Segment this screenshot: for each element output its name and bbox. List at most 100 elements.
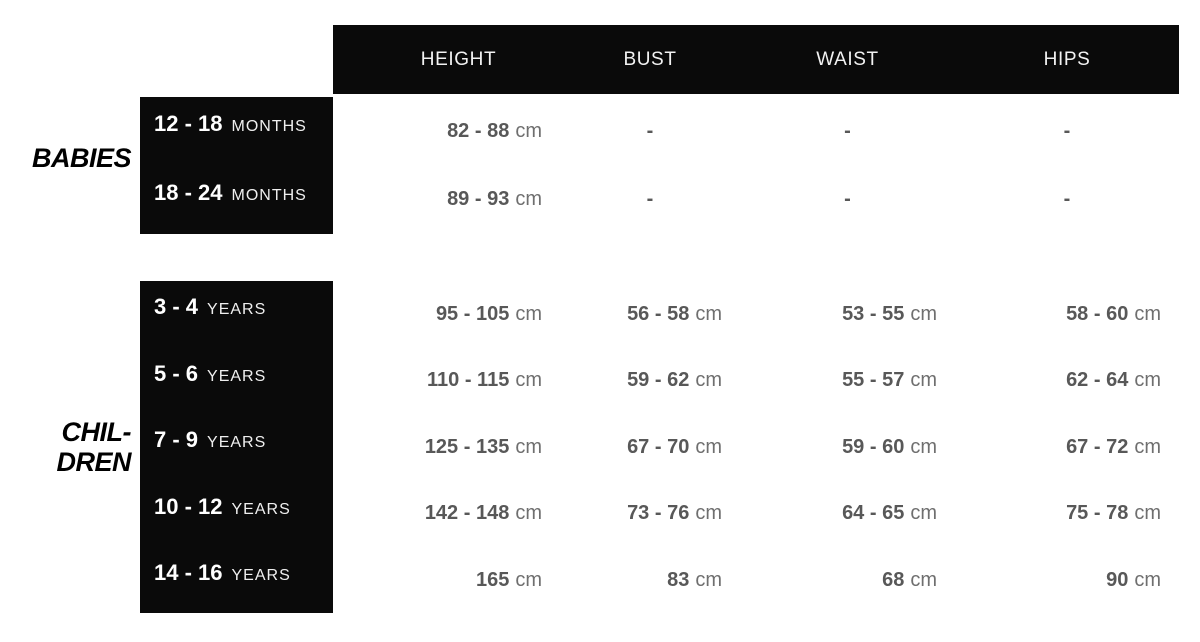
value-number: 59 - 62 — [627, 369, 690, 391]
value-number: 165 — [475, 568, 510, 591]
value-number: 64 - 65 — [842, 502, 905, 524]
size-range: 12 - 18 — [154, 111, 223, 136]
value-number: 55 - 57 — [842, 369, 905, 391]
value-number: 67 - 70 — [627, 435, 690, 458]
value-number: - — [1063, 119, 1071, 142]
value-number: 56 - 58 — [627, 302, 690, 325]
size-range: 7 - 9 — [154, 427, 199, 452]
value-number: 67 - 72 — [1066, 435, 1129, 458]
value-children2-hips: 62 - 64 cm — [955, 347, 1179, 414]
size-cell-7-9-years: 7 - 9 YEARS — [140, 414, 333, 480]
value-number: - — [844, 119, 851, 142]
value-number: 90 — [1106, 568, 1129, 591]
size-label: 12 - 18 MONTHS — [154, 111, 307, 137]
value-children5-bust: 83 cm — [560, 547, 740, 613]
value-babies2-hips: - — [955, 165, 1179, 234]
value-children3-bust: 67 - 70 cm — [560, 414, 740, 480]
size-cell-10-12-years: 10 - 12 YEARS — [140, 480, 333, 547]
value-babies1-bust: - — [560, 97, 740, 165]
value-unit: cm — [515, 369, 542, 391]
group-label-babies: BABIES — [0, 97, 140, 234]
value-unit: cm — [515, 502, 542, 524]
size-range: 14 - 16 — [154, 560, 223, 585]
size-cell-12-18-months: 12 - 18 MONTHS — [140, 97, 333, 165]
value-children1-hips: 58 - 60 cm — [955, 281, 1179, 347]
value-number: - — [1063, 188, 1071, 210]
size-unit: MONTHS — [231, 118, 307, 135]
value-unit: cm — [910, 502, 937, 524]
value-number: 73 - 76 — [627, 502, 690, 524]
size-range: 3 - 4 — [154, 294, 199, 319]
value-number: 89 - 93 — [447, 188, 510, 210]
value-number: 125 - 135 — [424, 435, 510, 458]
value-children4-bust: 73 - 76 cm — [560, 480, 740, 547]
value-number: 59 - 60 — [842, 435, 905, 458]
value-babies1-hips: - — [955, 97, 1179, 165]
value-unit: cm — [1134, 302, 1161, 325]
size-label: 10 - 12 YEARS — [154, 494, 291, 520]
size-unit: YEARS — [207, 301, 267, 318]
value-children4-height: 142 - 148 cm — [333, 480, 560, 547]
column-header-bust: BUST — [560, 25, 740, 94]
column-header-hips-label: HIPS — [1043, 48, 1091, 70]
value-babies2-bust: - — [560, 165, 740, 234]
value-children3-waist: 59 - 60 cm — [740, 414, 955, 480]
value-unit: cm — [515, 435, 542, 458]
column-header-waist-label: WAIST — [816, 48, 879, 70]
value-number: 58 - 60 — [1066, 302, 1129, 325]
value-unit: cm — [515, 302, 542, 325]
value-number: 83 — [667, 568, 690, 591]
value-unit: cm — [910, 369, 937, 391]
value-children1-bust: 56 - 58 cm — [560, 281, 740, 347]
value-children5-waist: 68 cm — [740, 547, 955, 613]
value-number: - — [646, 119, 654, 142]
value-unit: cm — [515, 568, 542, 591]
value-number: 75 - 78 — [1066, 502, 1129, 524]
value-unit: cm — [910, 302, 937, 325]
value-unit: cm — [695, 435, 722, 458]
group-label-children-line1: CHIL- — [61, 417, 132, 447]
size-cell-18-24-months: 18 - 24 MONTHS — [140, 165, 333, 234]
value-children2-height: 110 - 115 cm — [333, 347, 560, 414]
value-number: 62 - 64 — [1066, 369, 1129, 391]
value-children3-height: 125 - 135 cm — [333, 414, 560, 480]
size-unit: MONTHS — [231, 186, 307, 204]
value-children5-hips: 90 cm — [955, 547, 1179, 613]
value-number: 68 — [882, 568, 905, 591]
column-header-hips: HIPS — [955, 25, 1179, 94]
value-unit: cm — [1134, 568, 1161, 591]
group-label-children-line2: DREN — [56, 447, 131, 477]
value-unit: cm — [515, 188, 542, 210]
value-children2-bust: 59 - 62 cm — [560, 347, 740, 414]
value-number: 53 - 55 — [842, 302, 905, 325]
value-unit: cm — [910, 435, 937, 458]
column-header-height: HEIGHT — [333, 25, 560, 94]
size-label: 7 - 9 YEARS — [154, 427, 266, 453]
value-unit: cm — [1134, 435, 1161, 458]
value-babies1-height: 82 - 88 cm — [333, 97, 560, 165]
column-header-height-label: HEIGHT — [420, 48, 497, 70]
value-children1-waist: 53 - 55 cm — [740, 281, 955, 347]
value-children2-waist: 55 - 57 cm — [740, 347, 955, 414]
size-label: 5 - 6 YEARS — [154, 361, 266, 387]
size-label: 18 - 24 MONTHS — [154, 180, 307, 206]
value-number: 82 - 88 — [447, 119, 510, 142]
value-children5-height: 165 cm — [333, 547, 560, 613]
size-label: 3 - 4 YEARS — [154, 294, 266, 320]
value-children1-height: 95 - 105 cm — [333, 281, 560, 347]
size-range: 18 - 24 — [154, 179, 223, 205]
size-unit: YEARS — [207, 434, 267, 451]
value-unit: cm — [515, 119, 542, 142]
column-header-bust-label: BUST — [623, 48, 677, 70]
size-unit: YEARS — [207, 367, 267, 385]
size-range: 5 - 6 — [154, 360, 199, 386]
group-label-babies-line: BABIES — [31, 142, 132, 173]
value-unit: cm — [695, 302, 722, 325]
size-label: 14 - 16 YEARS — [154, 560, 291, 586]
value-babies1-waist: - — [740, 97, 955, 165]
value-unit: cm — [1134, 369, 1161, 391]
value-number: 95 - 105 — [435, 302, 510, 325]
value-unit: cm — [695, 369, 722, 391]
group-label-children: CHIL- DREN — [0, 281, 140, 613]
